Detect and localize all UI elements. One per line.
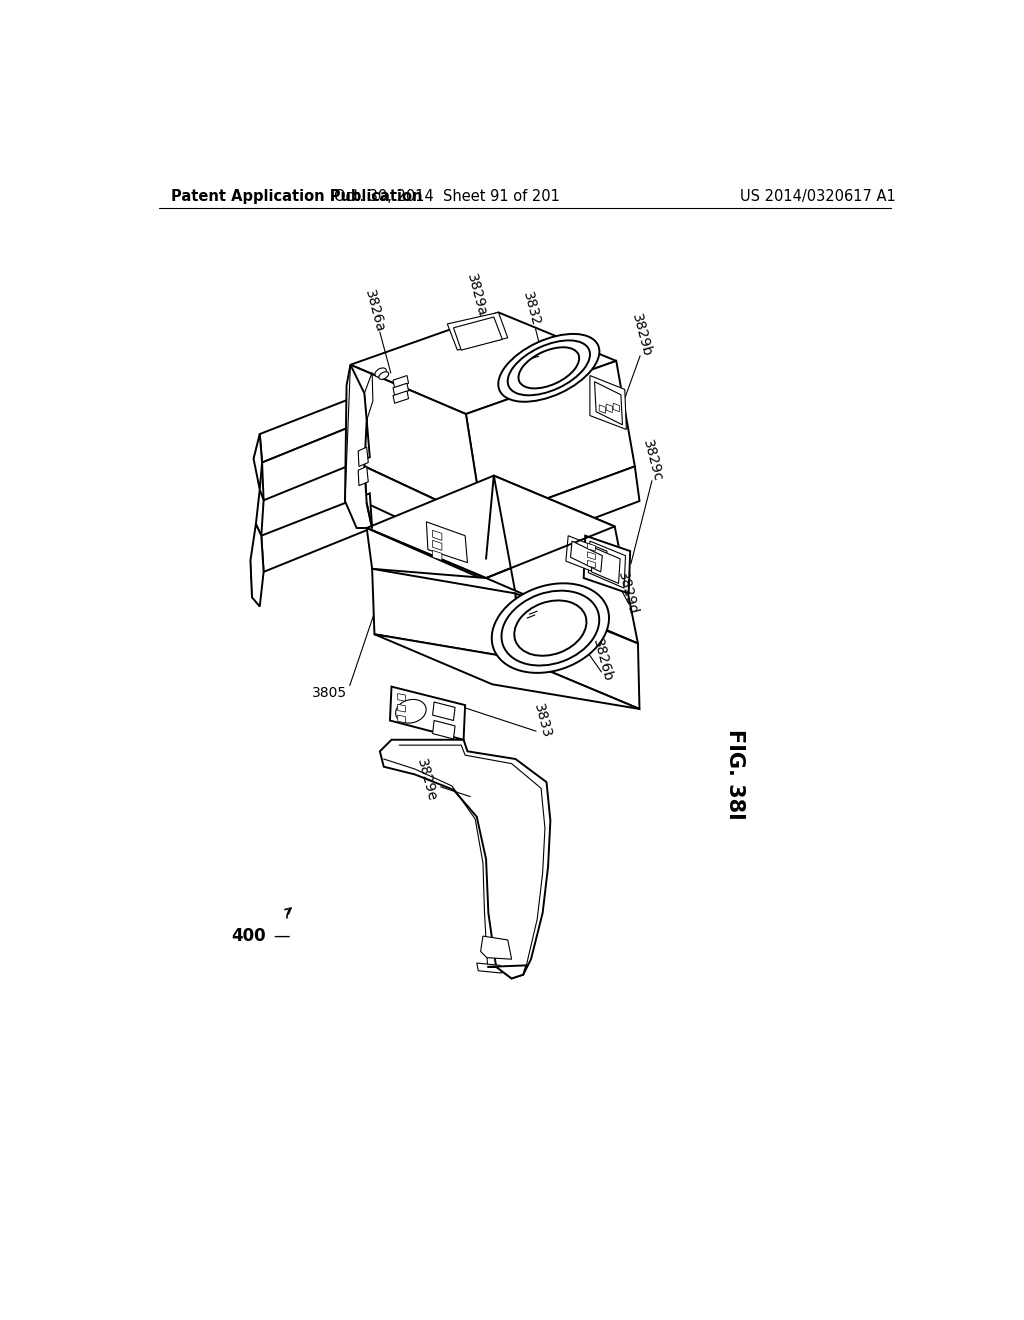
Polygon shape: [483, 466, 640, 558]
Ellipse shape: [375, 368, 386, 378]
Polygon shape: [432, 540, 442, 550]
Polygon shape: [487, 965, 526, 978]
Text: 3826b: 3826b: [590, 638, 614, 684]
Text: 3805: 3805: [312, 686, 347, 700]
Text: Oct. 30, 2014  Sheet 91 of 201: Oct. 30, 2014 Sheet 91 of 201: [335, 189, 560, 205]
Text: FIG. 38I: FIG. 38I: [725, 729, 744, 820]
Ellipse shape: [502, 590, 599, 665]
Polygon shape: [372, 569, 638, 644]
Polygon shape: [256, 490, 263, 536]
Polygon shape: [606, 404, 612, 412]
Polygon shape: [592, 548, 621, 583]
Polygon shape: [358, 447, 369, 466]
Polygon shape: [262, 420, 370, 500]
Polygon shape: [358, 466, 369, 486]
Ellipse shape: [379, 372, 389, 379]
Polygon shape: [260, 393, 367, 462]
Polygon shape: [595, 381, 623, 425]
Polygon shape: [367, 528, 521, 635]
Polygon shape: [570, 541, 602, 572]
Polygon shape: [432, 702, 455, 721]
Text: US 2014/0320617 A1: US 2014/0320617 A1: [740, 189, 896, 205]
Polygon shape: [380, 739, 550, 978]
Polygon shape: [494, 475, 638, 644]
Polygon shape: [426, 521, 467, 562]
Polygon shape: [599, 405, 605, 413]
Text: 3829a: 3829a: [464, 272, 489, 318]
Ellipse shape: [508, 341, 590, 395]
Polygon shape: [515, 594, 640, 709]
Polygon shape: [372, 569, 520, 659]
Text: Patent Application Publication: Patent Application Publication: [171, 189, 422, 205]
Text: 400: 400: [231, 927, 266, 945]
Polygon shape: [432, 531, 442, 540]
Text: 3833: 3833: [531, 702, 554, 739]
Polygon shape: [393, 383, 409, 396]
Polygon shape: [254, 434, 262, 490]
Polygon shape: [588, 552, 595, 560]
Ellipse shape: [499, 334, 599, 401]
Text: —: —: [273, 927, 290, 945]
Polygon shape: [432, 550, 442, 560]
Text: 3829c: 3829c: [640, 438, 665, 483]
Polygon shape: [365, 466, 494, 544]
Polygon shape: [588, 544, 595, 552]
Text: 3826a: 3826a: [362, 288, 387, 334]
Polygon shape: [390, 686, 465, 739]
Polygon shape: [397, 715, 406, 723]
Ellipse shape: [514, 601, 587, 656]
Polygon shape: [251, 524, 263, 607]
Text: 3829e: 3829e: [414, 758, 439, 804]
Ellipse shape: [518, 347, 580, 388]
Polygon shape: [590, 376, 627, 429]
Polygon shape: [588, 560, 595, 568]
Polygon shape: [365, 372, 373, 420]
Polygon shape: [454, 317, 503, 350]
Text: 3829d: 3829d: [615, 570, 640, 616]
Polygon shape: [466, 360, 635, 521]
Polygon shape: [566, 536, 607, 577]
Polygon shape: [584, 536, 630, 594]
Polygon shape: [393, 376, 409, 388]
Polygon shape: [447, 313, 508, 350]
Polygon shape: [367, 475, 614, 578]
Ellipse shape: [395, 700, 426, 723]
Polygon shape: [397, 693, 406, 701]
Text: 3832: 3832: [520, 290, 543, 327]
Text: 3829b: 3829b: [629, 313, 653, 359]
Polygon shape: [261, 494, 372, 572]
Polygon shape: [345, 364, 372, 528]
Ellipse shape: [492, 583, 609, 673]
Polygon shape: [350, 313, 616, 414]
Polygon shape: [375, 635, 640, 709]
Polygon shape: [350, 364, 483, 521]
Polygon shape: [393, 391, 409, 404]
Polygon shape: [477, 964, 502, 973]
Polygon shape: [589, 541, 626, 589]
Polygon shape: [480, 936, 512, 960]
Polygon shape: [432, 721, 455, 739]
Polygon shape: [613, 404, 620, 412]
Polygon shape: [397, 705, 406, 711]
Polygon shape: [365, 466, 486, 558]
